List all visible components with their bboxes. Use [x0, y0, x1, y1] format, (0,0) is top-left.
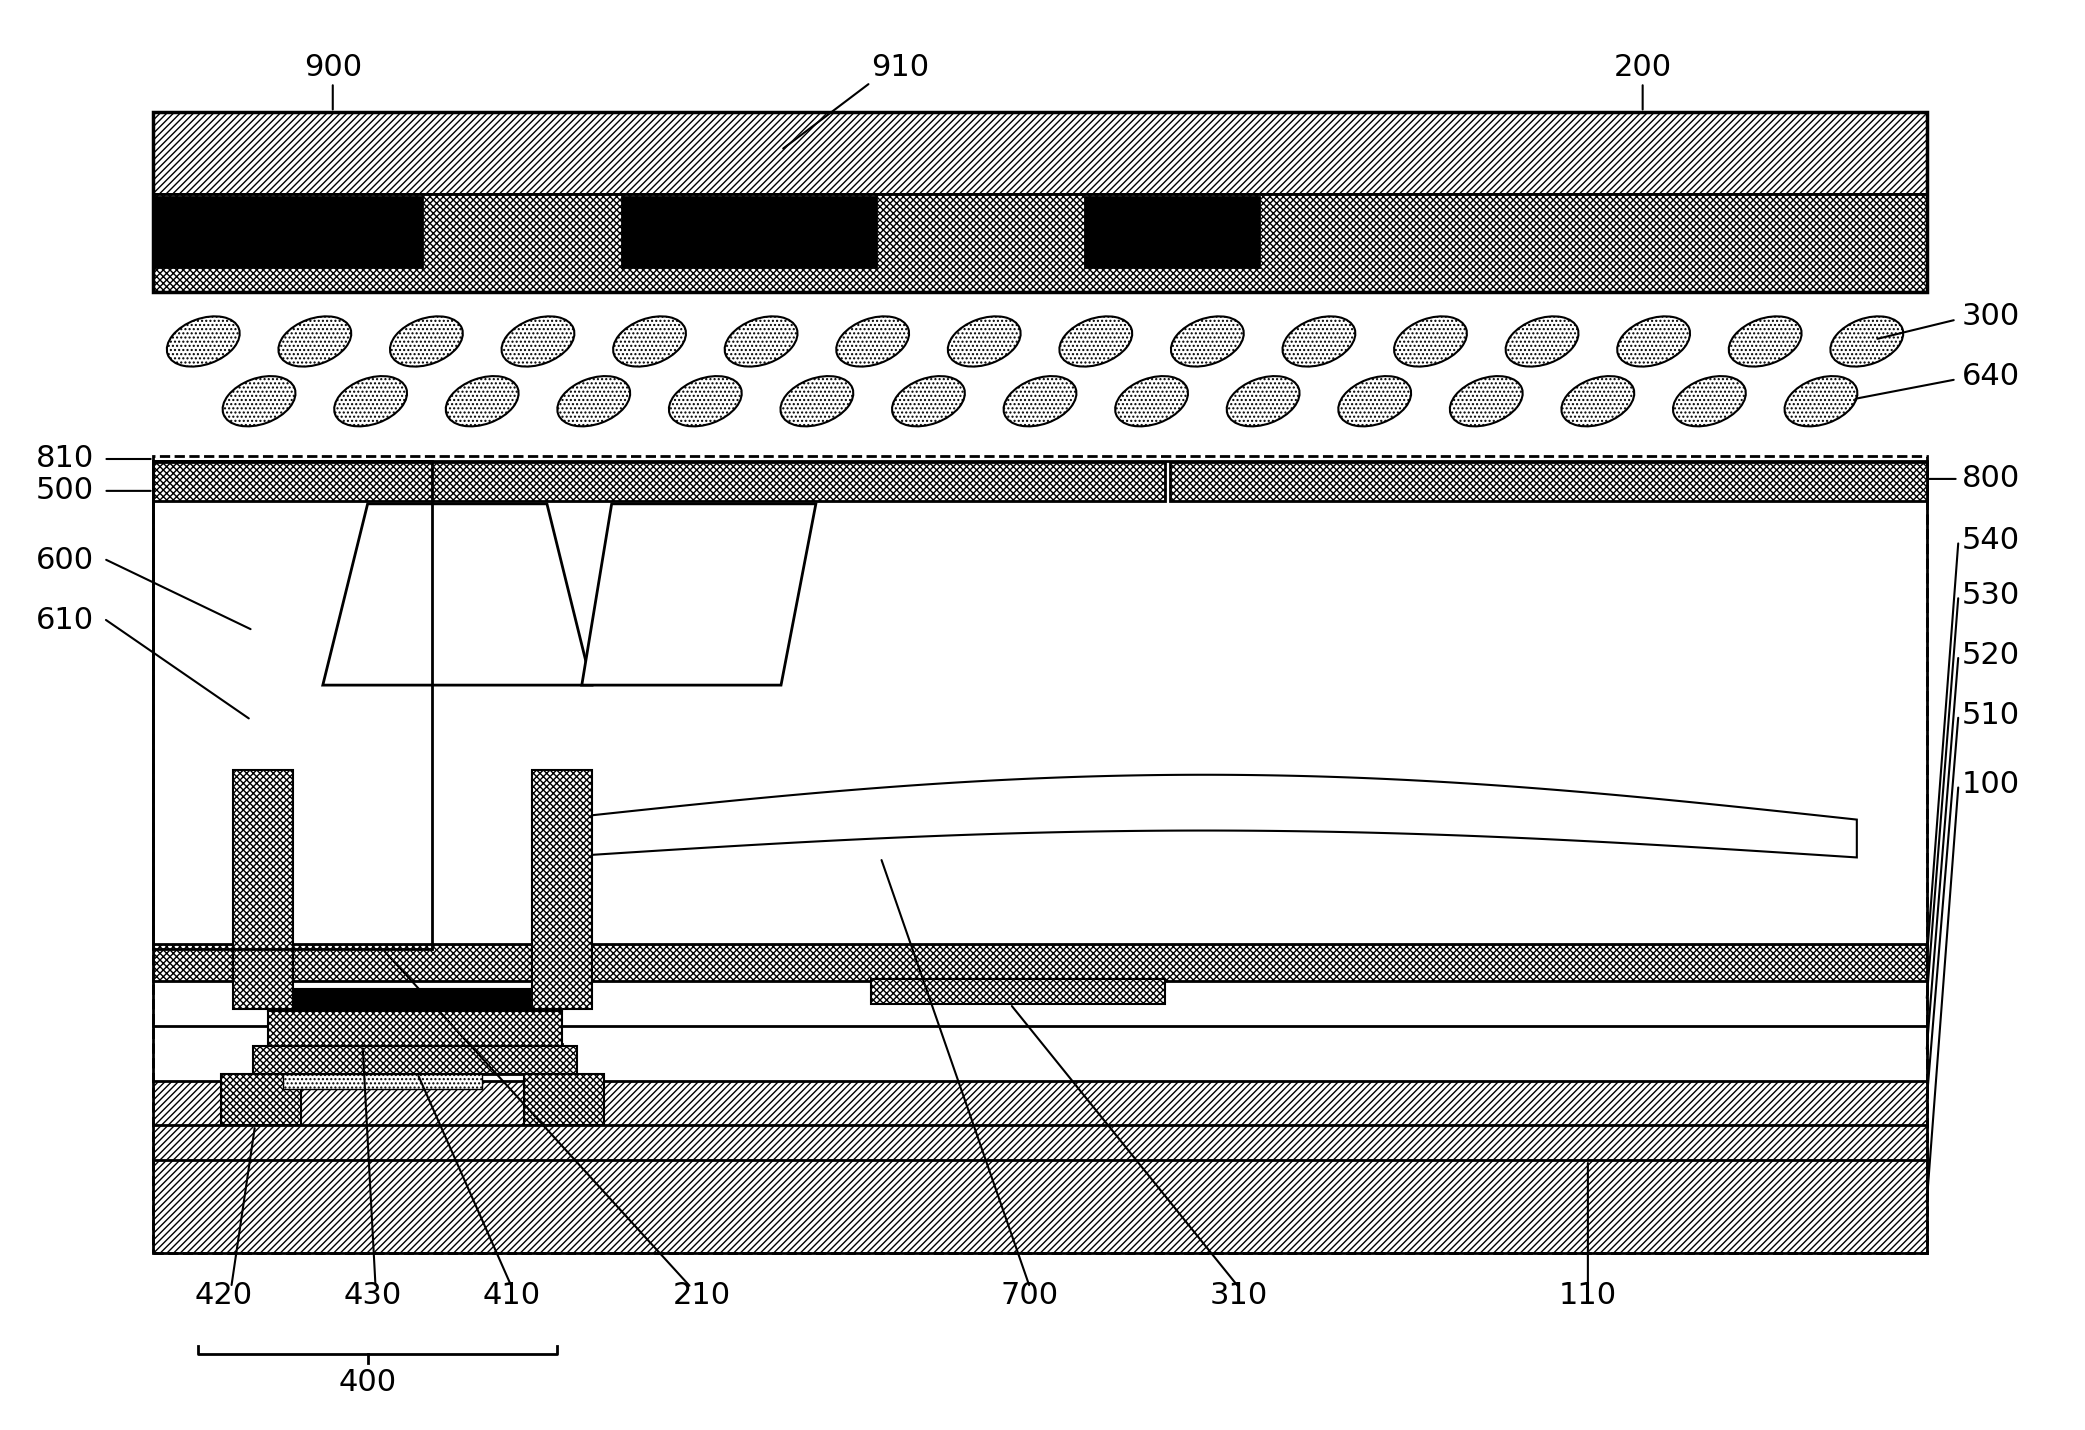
- Bar: [154, 197, 423, 267]
- Ellipse shape: [1449, 376, 1522, 426]
- Bar: [154, 460, 1927, 947]
- Ellipse shape: [1785, 376, 1858, 426]
- Ellipse shape: [1505, 316, 1578, 366]
- Bar: [154, 113, 1927, 292]
- Ellipse shape: [502, 316, 573, 366]
- Bar: [154, 194, 1927, 292]
- Bar: [269, 990, 561, 1011]
- Text: 110: 110: [1560, 1281, 1618, 1310]
- Text: 810: 810: [35, 445, 94, 473]
- Ellipse shape: [1831, 316, 1904, 366]
- Ellipse shape: [669, 376, 742, 426]
- Text: 540: 540: [1962, 526, 2020, 555]
- Ellipse shape: [836, 316, 909, 366]
- Ellipse shape: [949, 316, 1022, 366]
- Ellipse shape: [1618, 316, 1691, 366]
- Ellipse shape: [1395, 316, 1468, 366]
- Text: 210: 210: [671, 1281, 730, 1310]
- Text: 530: 530: [1962, 581, 2020, 611]
- Text: 430: 430: [344, 1281, 402, 1310]
- Ellipse shape: [1059, 316, 1132, 366]
- Bar: [154, 1024, 1927, 1081]
- Ellipse shape: [1172, 316, 1245, 366]
- Bar: [621, 197, 876, 267]
- Text: 420: 420: [194, 1281, 252, 1310]
- Text: 910: 910: [872, 53, 930, 82]
- Ellipse shape: [1282, 316, 1355, 366]
- Ellipse shape: [223, 376, 296, 426]
- Ellipse shape: [613, 316, 686, 366]
- Polygon shape: [323, 503, 592, 685]
- Bar: [523, 1074, 605, 1125]
- Ellipse shape: [1226, 376, 1299, 426]
- Polygon shape: [553, 775, 1858, 858]
- Text: 300: 300: [1962, 302, 2020, 332]
- Text: 700: 700: [1001, 1281, 1059, 1310]
- Ellipse shape: [1115, 376, 1188, 426]
- Text: 600: 600: [35, 546, 94, 575]
- Ellipse shape: [334, 376, 407, 426]
- Ellipse shape: [1672, 376, 1745, 426]
- Bar: [154, 462, 1166, 500]
- Bar: [154, 1124, 1927, 1160]
- Bar: [221, 1074, 300, 1125]
- Text: 100: 100: [1962, 771, 2020, 799]
- Ellipse shape: [390, 316, 463, 366]
- Ellipse shape: [279, 316, 350, 366]
- Bar: [234, 769, 292, 1008]
- Text: 400: 400: [338, 1369, 396, 1397]
- Bar: [269, 1008, 561, 1045]
- Text: 640: 640: [1962, 362, 2020, 390]
- Bar: [872, 980, 1166, 1004]
- Text: 410: 410: [484, 1281, 542, 1310]
- Text: 520: 520: [1962, 641, 2020, 669]
- Ellipse shape: [892, 376, 965, 426]
- Bar: [154, 944, 1927, 981]
- Ellipse shape: [780, 376, 853, 426]
- Bar: [284, 1074, 482, 1088]
- Text: 500: 500: [35, 476, 94, 505]
- Bar: [154, 113, 1927, 194]
- Bar: [154, 980, 1927, 1025]
- Ellipse shape: [1003, 376, 1076, 426]
- Text: 900: 900: [304, 53, 363, 82]
- Ellipse shape: [726, 316, 799, 366]
- Bar: [154, 1078, 1927, 1125]
- Ellipse shape: [557, 376, 630, 426]
- Polygon shape: [582, 503, 815, 685]
- Ellipse shape: [446, 376, 519, 426]
- Text: 610: 610: [35, 606, 94, 635]
- Polygon shape: [582, 503, 815, 685]
- Ellipse shape: [167, 316, 240, 366]
- Text: 510: 510: [1962, 701, 2020, 729]
- Text: 800: 800: [1962, 465, 2020, 493]
- Text: 310: 310: [1209, 1281, 1268, 1310]
- Bar: [1084, 197, 1259, 267]
- Text: 200: 200: [1614, 53, 1672, 82]
- Bar: [1170, 462, 1927, 500]
- Ellipse shape: [1562, 376, 1635, 426]
- Bar: [252, 1045, 578, 1074]
- Bar: [532, 769, 592, 1008]
- Bar: [154, 1158, 1927, 1253]
- Polygon shape: [323, 503, 592, 685]
- Ellipse shape: [1728, 316, 1801, 366]
- Ellipse shape: [1339, 376, 1412, 426]
- Bar: [154, 456, 1927, 1253]
- Bar: [269, 1044, 561, 1074]
